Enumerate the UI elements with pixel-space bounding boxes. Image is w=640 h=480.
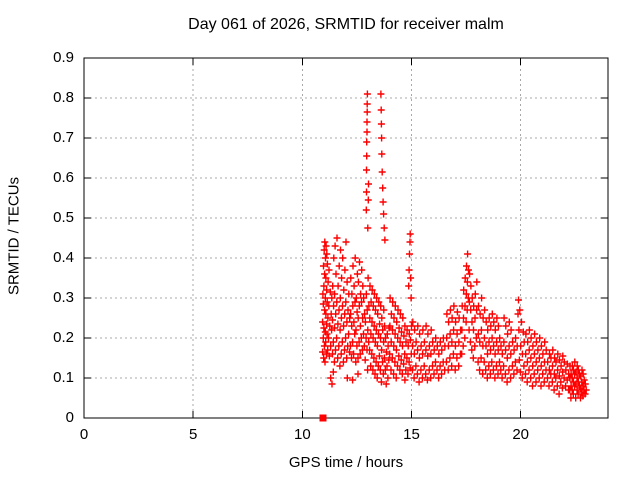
x-axis-title: GPS time / hours [288, 454, 404, 471]
y-tick-label: 0.9 [53, 49, 74, 66]
y-tick-label: 0 [65, 409, 74, 426]
y-tick-label: 0.4 [53, 249, 74, 266]
chart-title: Day 061 of 2026, SRMTID for receiver mal… [188, 16, 504, 33]
plot-frame [83, 57, 609, 419]
y-tick-label: 0.7 [53, 129, 74, 146]
y-tick-label: 0.2 [53, 329, 74, 346]
start-square-marker [319, 414, 327, 422]
x-tick-label: 15 [403, 426, 420, 443]
y-tick-label: 0.6 [53, 169, 74, 186]
scatter-points [319, 90, 590, 402]
y-tick-label: 0.5 [53, 209, 74, 226]
y-tick-label: 0.3 [53, 289, 74, 306]
y-tick-label: 0.1 [53, 369, 74, 386]
y-tick-label: 0.8 [53, 89, 74, 106]
x-tick-label: 20 [512, 426, 529, 443]
x-tick-label: 10 [293, 426, 311, 443]
x-tick-label: 0 [79, 426, 89, 443]
x-tick-label: 5 [188, 426, 198, 443]
